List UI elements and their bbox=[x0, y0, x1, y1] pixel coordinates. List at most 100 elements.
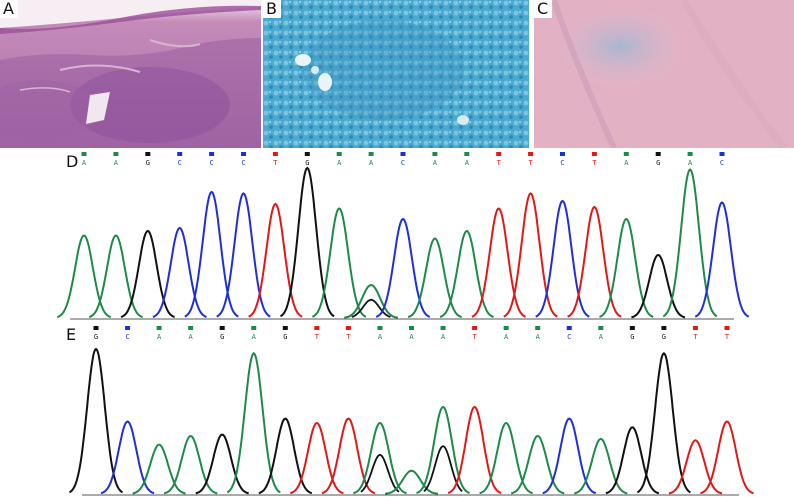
seq-d-base-letter: C bbox=[401, 159, 405, 167]
seq-d-call-marker bbox=[719, 152, 725, 156]
seq-e-call-marker bbox=[661, 326, 667, 330]
seq-d-call-marker bbox=[81, 152, 87, 156]
seq-e-peak bbox=[574, 437, 628, 495]
seq-e-call-marker bbox=[219, 326, 225, 330]
seq-d-call-marker bbox=[113, 152, 119, 156]
seq-d-call-marker bbox=[241, 152, 246, 156]
seq-e-peak bbox=[700, 420, 754, 495]
seq-d-peak bbox=[694, 201, 750, 318]
seq-e-peak bbox=[289, 421, 344, 495]
seq-d-call-marker bbox=[177, 152, 183, 156]
seq-e-peak bbox=[447, 405, 502, 494]
seq-d-peak bbox=[631, 253, 686, 319]
histology-panel-c: C bbox=[534, 0, 794, 148]
seq-e-call-marker bbox=[535, 326, 541, 330]
seq-e-peak bbox=[163, 434, 218, 495]
seq-d-base-letter: A bbox=[337, 159, 342, 167]
seq-d-peak bbox=[567, 205, 622, 318]
seq-e-base-letter: T bbox=[315, 333, 320, 341]
seq-e-call-marker bbox=[188, 326, 194, 330]
seq-d-peak bbox=[88, 234, 144, 319]
panel-label-c: C bbox=[534, 0, 553, 18]
seq-e-base-letter: A bbox=[157, 333, 162, 341]
seq-e-base-letter: G bbox=[94, 333, 98, 341]
seq-d-call-marker bbox=[368, 152, 374, 156]
seq-d-call-marker bbox=[272, 152, 278, 156]
seq-e-peak bbox=[605, 426, 660, 495]
seq-d-call-marker bbox=[304, 152, 310, 156]
seq-d-peak bbox=[471, 207, 526, 318]
seq-d-peak bbox=[56, 234, 112, 319]
seq-e-call-marker bbox=[724, 326, 730, 330]
seq-d-base-letter: A bbox=[688, 159, 693, 167]
seq-e-call-marker bbox=[156, 326, 162, 330]
seq-e-base-letter: A bbox=[504, 333, 509, 341]
seq-d-base-letter: A bbox=[624, 159, 629, 167]
seq-d-base-letter: A bbox=[465, 159, 470, 167]
panel-label-e: E bbox=[66, 325, 77, 344]
histology-panel-a: A bbox=[0, 0, 261, 148]
seq-e-base-letter: A bbox=[409, 333, 414, 341]
seq-d-base-letter: T bbox=[528, 159, 533, 167]
seq-d-call-marker bbox=[432, 152, 438, 156]
seq-e-call-marker bbox=[314, 326, 320, 330]
seq-d-call-marker bbox=[209, 152, 215, 156]
seq-e-peak bbox=[385, 469, 438, 495]
seq-e-base-letter: T bbox=[346, 333, 351, 341]
seq-e-peak bbox=[668, 439, 723, 495]
seq-e-base-letter: A bbox=[599, 333, 604, 341]
seq-d-base-letter: A bbox=[433, 159, 438, 167]
seq-e-peak bbox=[479, 421, 534, 495]
seq-d-base-letter: A bbox=[82, 159, 87, 167]
seq-d-base-letter: G bbox=[656, 159, 660, 167]
seq-e-peak bbox=[132, 443, 186, 495]
seq-e-base-letter: G bbox=[662, 333, 666, 341]
seq-d-call-marker bbox=[591, 152, 597, 156]
seq-e-base-letter: G bbox=[220, 333, 224, 341]
seq-e-base-letter: A bbox=[252, 333, 257, 341]
seq-d-call-marker bbox=[336, 152, 342, 156]
seq-e-peak bbox=[195, 433, 249, 495]
seq-d-peak bbox=[439, 229, 494, 318]
seq-e-call-marker bbox=[440, 326, 446, 330]
histology-panel-b: B bbox=[263, 0, 529, 148]
seq-e-peak bbox=[510, 434, 565, 495]
seq-d-call-marker bbox=[623, 152, 629, 156]
seq-e-call-marker bbox=[409, 326, 414, 330]
seq-d-call-marker bbox=[145, 152, 151, 156]
seq-d-base-letter: T bbox=[273, 159, 278, 167]
seq-e-base-letter: T bbox=[693, 333, 698, 341]
seq-d-peak bbox=[184, 190, 239, 318]
seq-d-base-letter: C bbox=[241, 159, 245, 167]
seq-d-base-letter: C bbox=[720, 159, 724, 167]
seq-e-peak bbox=[258, 417, 313, 495]
seq-d-peak bbox=[120, 229, 175, 318]
seq-d-peak bbox=[152, 226, 207, 318]
seq-d-base-letter: T bbox=[592, 159, 597, 167]
seq-d-base-letter: A bbox=[114, 159, 119, 167]
panel-label-a: A bbox=[0, 0, 18, 18]
seq-e-base-letter: A bbox=[189, 333, 194, 341]
seq-e-base-letter: G bbox=[630, 333, 634, 341]
seq-d-peak bbox=[503, 192, 558, 318]
seq-d-peak bbox=[248, 202, 303, 318]
seq-e-call-marker bbox=[282, 326, 288, 330]
seq-d-peak bbox=[344, 283, 399, 319]
seq-e-call-marker bbox=[251, 326, 257, 330]
seq-d-base-letter: C bbox=[178, 159, 182, 167]
seq-d-call-marker bbox=[687, 152, 693, 156]
seq-d-base-letter: C bbox=[560, 159, 564, 167]
seq-d-base-letter: C bbox=[209, 159, 213, 167]
seq-e-call-marker bbox=[598, 326, 604, 330]
seq-d-call-marker bbox=[528, 152, 534, 156]
seq-d-call-marker bbox=[400, 152, 406, 156]
seq-e-peak bbox=[542, 417, 597, 495]
seq-e-call-marker bbox=[93, 326, 99, 330]
seq-e-call-marker bbox=[125, 326, 131, 330]
seq-e-call-marker bbox=[629, 326, 635, 330]
seq-d-call-marker bbox=[655, 152, 661, 156]
seq-e-secondary-peak bbox=[360, 453, 400, 493]
seq-d-call-marker bbox=[496, 152, 502, 156]
